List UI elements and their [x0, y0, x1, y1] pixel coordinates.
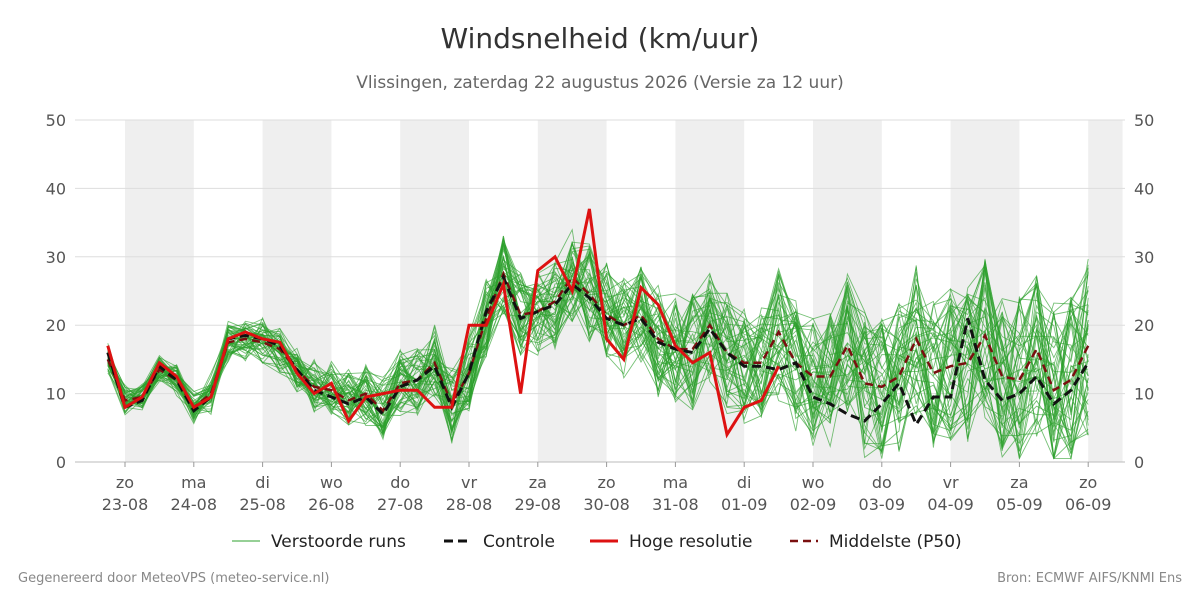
y-tick-left-40: 40: [46, 179, 66, 198]
legend: Verstoorde runs Controle Hoge resolutie Mid…: [232, 532, 962, 552]
legend-label-2: Hoge resolutie: [629, 532, 753, 552]
y-tick-right-20: 20: [1134, 316, 1154, 335]
main-series: [106, 208, 1090, 439]
night-band-1: [262, 120, 332, 462]
x-tick-day-3: wo: [320, 473, 343, 492]
median-line: [106, 270, 1090, 413]
ensemble-run-45: [107, 228, 1089, 455]
x-tick-date-4: 27-08: [377, 495, 424, 514]
night-band-0: [125, 120, 194, 462]
y-tick-left-30: 30: [46, 248, 66, 267]
y-axis-left: 0 10 20 30 40 50: [46, 111, 66, 472]
x-tick-day-14: zo: [1079, 473, 1097, 492]
x-tick-date-10: 02-09: [790, 495, 837, 514]
y-tick-left-10: 10: [46, 385, 66, 404]
legend-label-0: Verstoorde runs: [271, 532, 406, 552]
x-tick-date-1: 24-08: [171, 495, 218, 514]
y-tick-right-40: 40: [1134, 179, 1154, 198]
chart-subtitle: Vlissingen, zaterdag 22 augustus 2026 (V…: [356, 73, 844, 93]
y-tick-left-20: 20: [46, 316, 66, 335]
high-res-line: [106, 208, 780, 439]
x-tick-day-5: vr: [461, 473, 477, 492]
ensemble-run-7: [107, 259, 1089, 436]
x-tick-day-13: za: [1010, 473, 1028, 492]
x-tick-day-2: di: [255, 473, 270, 492]
x-tick-date-11: 03-09: [859, 495, 906, 514]
ensemble-run-39: [107, 270, 1089, 444]
x-tick-day-12: vr: [943, 473, 959, 492]
y-tick-right-10: 10: [1134, 385, 1154, 404]
control-line: [106, 273, 1090, 428]
y-tick-right-30: 30: [1134, 248, 1154, 267]
y-tick-left-0: 0: [56, 453, 66, 472]
x-tick-date-9: 01-09: [721, 495, 768, 514]
x-tick-day-0: zo: [116, 473, 134, 492]
x-tick-date-0: 23-08: [102, 495, 149, 514]
y-tick-right-50: 50: [1134, 111, 1154, 130]
night-band-7: [1088, 120, 1123, 462]
ensemble-run-40: [107, 241, 1089, 441]
legend-label-3: Middelste (P50): [829, 532, 962, 552]
x-tick-day-9: di: [737, 473, 752, 492]
x-tick-day-6: za: [529, 473, 547, 492]
x-tick-date-3: 26-08: [308, 495, 355, 514]
source: Bron: ECMWF AIFS/KNMI Ens: [997, 571, 1182, 586]
generated-by: Gegenereerd door MeteoVPS (meteo-service…: [18, 571, 330, 586]
legend-label-1: Controle: [483, 532, 555, 552]
x-tick-day-7: zo: [598, 473, 616, 492]
y-axis-right: 0 10 20 30 40 50: [1134, 111, 1154, 472]
x-tick-day-1: ma: [181, 473, 206, 492]
x-tick-date-13: 05-09: [996, 495, 1043, 514]
x-tick-date-14: 06-09: [1065, 495, 1112, 514]
x-tick-day-11: do: [872, 473, 892, 492]
x-tick-day-4: do: [390, 473, 410, 492]
x-tick-date-6: 29-08: [515, 495, 562, 514]
x-tick-date-12: 04-09: [927, 495, 974, 514]
x-tick-date-5: 28-08: [446, 495, 493, 514]
x-tick-day-10: wo: [802, 473, 825, 492]
chart-title: Windsnelheid (km/uur): [440, 22, 760, 55]
x-axis: zo 23-08 ma 24-08 di 25-08 wo 26-08 do 27-08 vr 28-…: [102, 462, 1112, 514]
x-tick-date-8: 31-08: [652, 495, 699, 514]
ensemble-run-27: [107, 265, 1089, 448]
x-tick-day-8: ma: [663, 473, 688, 492]
y-tick-right-0: 0: [1134, 453, 1144, 472]
x-tick-date-2: 25-08: [239, 495, 286, 514]
y-tick-left-50: 50: [46, 111, 66, 130]
x-tick-date-7: 30-08: [583, 495, 630, 514]
